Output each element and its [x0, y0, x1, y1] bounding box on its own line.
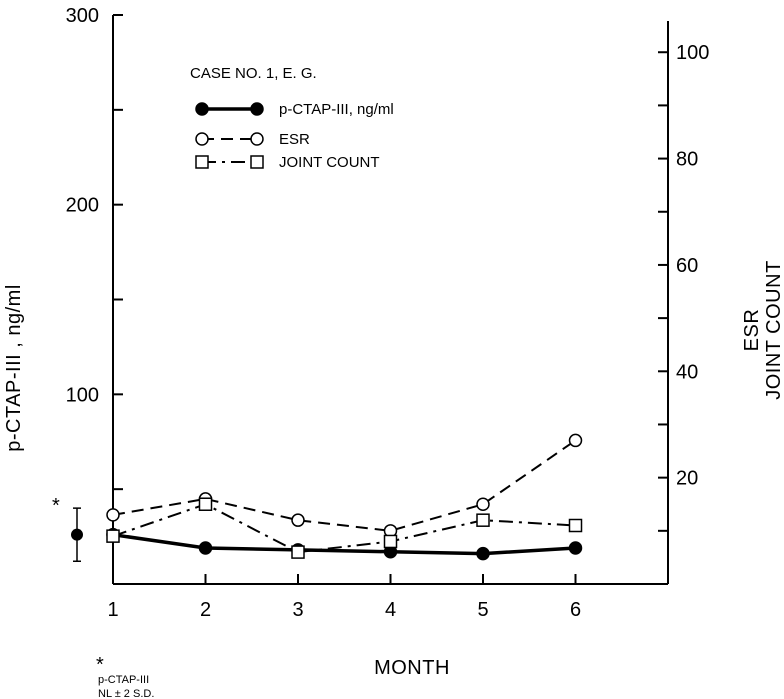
legend-marker: [250, 155, 264, 169]
data-point: [568, 433, 583, 448]
legend-marker: [195, 155, 209, 169]
data-point: [106, 529, 120, 543]
data-point: [198, 541, 213, 555]
right-tick-label: 100: [676, 42, 709, 64]
y-axis-label-right-esr: ESR: [741, 309, 763, 352]
legend: CASE NO. 1, E. G. p-CTAP-III, ng/ml ESR JO…: [190, 65, 394, 171]
x-tick-label: 6: [570, 599, 581, 621]
footnote-line2: NL ± 2 S.D.: [98, 688, 154, 699]
legend-label-2: JOINT COUNT: [279, 154, 380, 171]
footnote: * p-CTAP-III NL ± 2 S.D.: [96, 654, 154, 699]
left-tick-label: 200: [66, 195, 99, 217]
normal-range-mean: [71, 528, 83, 541]
data-point: [198, 497, 213, 511]
x-tick-label: 2: [200, 599, 211, 621]
left-tick-label: 100: [66, 384, 99, 406]
data-point: [291, 513, 305, 527]
right-tick-label: 40: [676, 361, 698, 383]
legend-marker: [195, 132, 209, 146]
legend-label-0: p-CTAP-III, ng/ml: [279, 101, 394, 118]
x-tick-label: 3: [292, 599, 303, 621]
left-tick-label: 300: [66, 5, 99, 27]
data-point: [476, 546, 490, 561]
normal-range-star: *: [52, 495, 60, 517]
data-point: [383, 534, 398, 549]
data-point: [568, 518, 583, 533]
footnote-line1: p-CTAP-III: [98, 674, 149, 686]
series-line-0: [112, 532, 576, 556]
data-point: [291, 545, 305, 559]
footnote-star: *: [96, 654, 104, 676]
legend-marker: [250, 132, 264, 146]
x-tick-label: 1: [107, 599, 118, 621]
data-point: [106, 508, 120, 522]
chart-title: CASE NO. 1, E. G.: [190, 65, 317, 82]
series: *: [52, 433, 583, 562]
x-tick-label: 4: [385, 599, 396, 621]
legend-marker: [250, 102, 264, 116]
data-point: [476, 513, 490, 527]
right-tick-label: 60: [676, 255, 698, 277]
y-axis-label-right-joint: JOINT COUNT: [763, 260, 784, 400]
y-axis-label-left: p-CTAP-III , ng/ml: [3, 284, 25, 452]
ticks: 100 200 300 20 40 60 80 100 1 2 3 4 5 6: [66, 5, 710, 621]
x-axis-label: MONTH: [374, 657, 450, 679]
data-point: [476, 497, 490, 511]
legend-marker: [195, 102, 209, 116]
right-tick-label: 80: [676, 149, 698, 171]
data-point: [568, 541, 583, 555]
x-tick-label: 5: [477, 599, 488, 621]
right-tick-label: 20: [676, 468, 698, 490]
series-line-1: [112, 439, 577, 532]
legend-label-1: ESR: [279, 131, 310, 148]
